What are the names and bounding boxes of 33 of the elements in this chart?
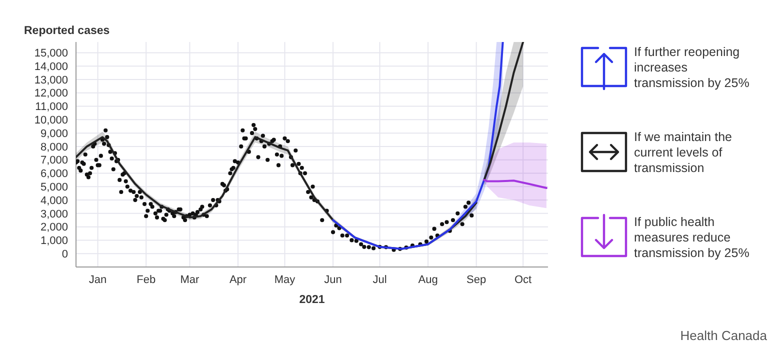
legend-label: If further reopening increases transmission by 25% bbox=[634, 45, 750, 90]
x-tick-label: Aug bbox=[418, 274, 438, 286]
x-tick-label: May bbox=[274, 274, 296, 286]
y-tick-label: 8,000 bbox=[40, 141, 68, 154]
y-tick-label: 3,000 bbox=[40, 208, 68, 220]
text: Health Canada bbox=[680, 328, 768, 343]
y-axis-title: Reported cases bbox=[24, 25, 110, 37]
y-tick-label: 11,000 bbox=[35, 101, 68, 114]
x-tick-label: Jun bbox=[324, 274, 342, 286]
y-tick-label: 6,000 bbox=[40, 168, 68, 180]
x-tick-label: Jan bbox=[88, 274, 107, 286]
legend-label: If public health measures reduce transmission by 25% bbox=[634, 215, 750, 260]
y-tick-label: 7,000 bbox=[40, 154, 68, 167]
y-tick-label: 14,000 bbox=[34, 60, 68, 73]
y-tick-label: 5,000 bbox=[40, 181, 68, 194]
x-axis-title: 2021 bbox=[299, 294, 326, 306]
x-tick-label: Apr bbox=[229, 274, 247, 286]
y-tick-label: 13,000 bbox=[34, 74, 68, 86]
x-tick-label: Oct bbox=[514, 274, 532, 286]
y-tick-label: 12,000 bbox=[34, 88, 68, 100]
y-tick-label: 15,000 bbox=[34, 48, 68, 60]
y-tick-label: 0 bbox=[62, 248, 68, 260]
y-tick-label: 9,000 bbox=[40, 128, 68, 140]
x-tick-label: Sep bbox=[466, 274, 486, 286]
y-tick-label: 2,000 bbox=[40, 222, 68, 234]
y-tick-label: 10,000 bbox=[34, 114, 68, 127]
legend-label: If we maintain the current levels of transmission bbox=[634, 130, 732, 175]
x-tick-label: Mar bbox=[180, 274, 200, 286]
y-tick-label: 1,000 bbox=[40, 235, 68, 248]
y-tick-label: 4,000 bbox=[40, 194, 68, 207]
x-tick-label: Jul bbox=[372, 274, 387, 286]
x-tick-label: Feb bbox=[136, 274, 156, 286]
line-series bbox=[483, 178, 548, 189]
